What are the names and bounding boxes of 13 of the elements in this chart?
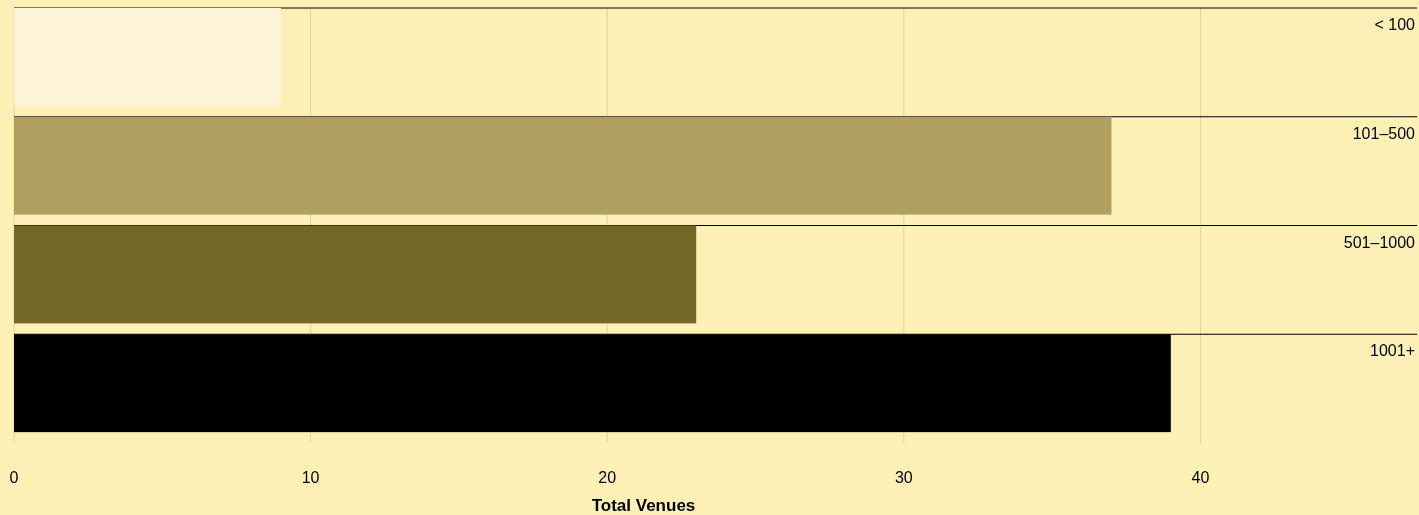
y-tick-label: 101–500 [1352,124,1416,142]
x-tick-label: 10 [301,469,320,486]
x-tick-label: 40 [1191,469,1210,486]
x-tick-label: 20 [598,469,617,486]
x-tick-label: 0 [9,469,19,486]
bar [14,116,1112,215]
y-tick-label: 501–1000 [1343,233,1416,251]
bar [14,225,697,324]
x-tick-label: 30 [894,469,913,486]
y-tick-label: 1001+ [1370,342,1415,360]
y-tick-label: < 100 [1374,16,1416,33]
bar [14,8,281,106]
x-axis-title: Total Venues [591,496,696,515]
